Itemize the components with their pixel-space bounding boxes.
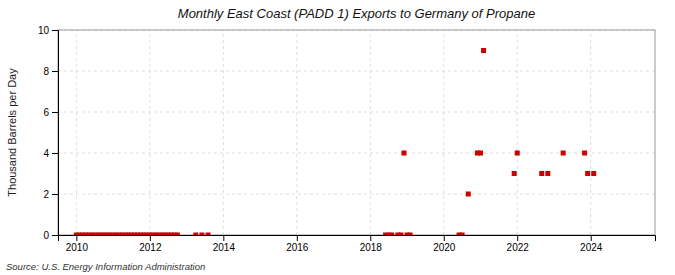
point xyxy=(466,192,471,197)
point xyxy=(193,233,198,236)
point xyxy=(561,151,566,156)
point xyxy=(199,233,204,236)
x-grid-line xyxy=(443,30,444,235)
x-grid-line xyxy=(370,30,371,235)
x-axis: 2010 2012 2014 2016 2018 2020 2022 2024 xyxy=(59,235,656,253)
y-tick: 8 xyxy=(43,66,58,77)
point xyxy=(408,233,413,236)
plot-frame xyxy=(58,30,655,235)
x-tick-label: 2014 xyxy=(213,242,236,253)
points xyxy=(74,48,596,235)
y-axis-label: Thousand Barrels per Day xyxy=(6,68,18,197)
x-tick-label: 2010 xyxy=(66,242,89,253)
y-tick: 10 xyxy=(38,25,58,36)
y-tick-label: 8 xyxy=(43,66,49,77)
x-tick: 2022 xyxy=(507,235,530,253)
title: Monthly East Coast (PADD 1) Exports to G… xyxy=(178,6,535,21)
y-tick-mark xyxy=(52,153,58,154)
y-tick-label: 0 xyxy=(43,230,49,241)
x-axis-line xyxy=(59,236,656,242)
y-tick-label: 6 xyxy=(43,107,49,118)
point xyxy=(539,171,544,176)
y-tick-label: 10 xyxy=(38,25,50,36)
point xyxy=(389,233,394,236)
x-tick-label: 2016 xyxy=(286,242,309,253)
point xyxy=(582,151,587,156)
x-tick-mark xyxy=(517,235,518,241)
x-tick: 2024 xyxy=(580,235,603,253)
x-tick: 2012 xyxy=(139,235,162,253)
x-tick-label: 2020 xyxy=(433,242,456,253)
y-tick: 2 xyxy=(43,189,58,200)
x-tick: 2020 xyxy=(433,235,456,253)
x-tick: 2010 xyxy=(66,235,89,253)
grid xyxy=(58,30,655,235)
y-grid-line xyxy=(58,194,655,195)
x-grid-line xyxy=(296,30,297,235)
x-grid-line xyxy=(517,30,518,235)
chart: 2010 2012 2014 2016 2018 2020 2022 2024 0 2 4 6 8 10 M… xyxy=(0,0,675,275)
x-tick: 2014 xyxy=(213,235,236,253)
y-tick-label: 4 xyxy=(43,148,49,159)
y-axis: 0 2 4 6 8 10 xyxy=(38,25,59,241)
x-grid-line xyxy=(76,30,77,235)
point xyxy=(481,48,486,53)
point xyxy=(398,233,403,236)
x-tick-mark xyxy=(76,235,77,241)
x-tick-mark xyxy=(370,235,371,241)
y-tick: 4 xyxy=(43,148,58,159)
point xyxy=(512,171,517,176)
point xyxy=(206,233,211,236)
point xyxy=(478,151,483,156)
y-tick-label: 2 xyxy=(43,189,49,200)
x-tick-label: 2022 xyxy=(507,242,530,253)
point xyxy=(515,151,520,156)
point xyxy=(585,171,590,176)
point xyxy=(401,151,406,156)
y-tick: 0 xyxy=(43,230,58,241)
point xyxy=(460,233,465,236)
y-tick-mark xyxy=(52,71,58,72)
x-grid-line xyxy=(223,30,224,235)
x-tick-label: 2024 xyxy=(580,242,603,253)
y-tick: 6 xyxy=(43,107,58,118)
point xyxy=(545,171,550,176)
point xyxy=(591,171,596,176)
x-tick-label: 2018 xyxy=(360,242,383,253)
y-axis-line xyxy=(52,31,59,236)
x-tick: 2018 xyxy=(360,235,383,253)
y-grid-line xyxy=(58,71,655,72)
point xyxy=(175,233,180,236)
x-tick: 2016 xyxy=(286,235,309,253)
y-tick-mark xyxy=(52,112,58,113)
x-tick-mark xyxy=(444,235,445,241)
x-tick-label: 2012 xyxy=(139,242,162,253)
source-note: Source: U.S. Energy Information Administ… xyxy=(6,261,205,272)
y-tick-mark xyxy=(52,30,58,31)
x-tick-mark xyxy=(297,235,298,241)
y-tick-mark xyxy=(52,235,58,236)
y-grid-line xyxy=(58,112,655,113)
x-grid-line xyxy=(149,30,150,235)
y-tick-mark xyxy=(52,194,58,195)
x-tick-mark xyxy=(150,235,151,241)
x-grid-line xyxy=(590,30,591,235)
x-tick-mark xyxy=(223,235,224,241)
x-tick-mark xyxy=(591,235,592,241)
